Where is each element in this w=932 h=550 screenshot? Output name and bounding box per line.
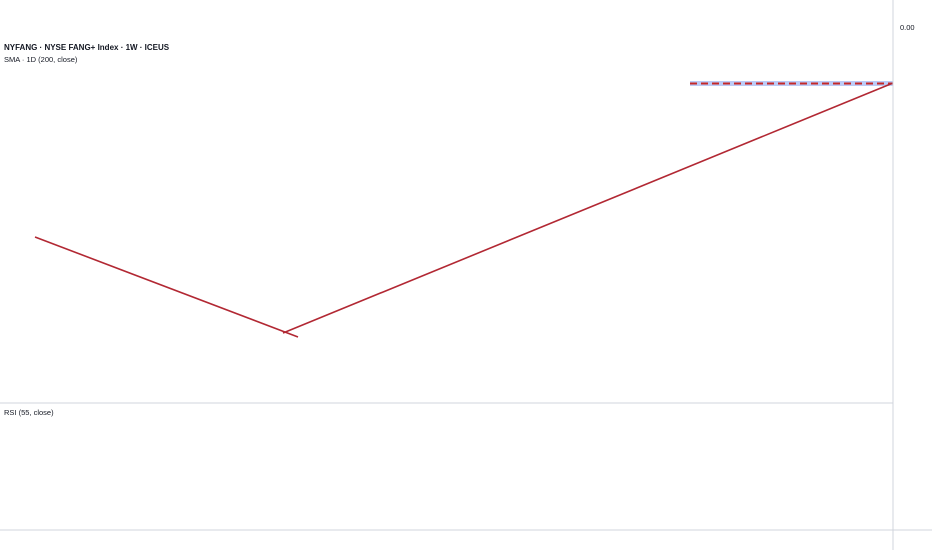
overlay-legend: SMA · 1D (200, close) bbox=[4, 55, 78, 64]
trend-line bbox=[34, 236, 299, 338]
drawings bbox=[34, 81, 894, 338]
rsi-legend: RSI (55, close) bbox=[4, 408, 54, 417]
chart-title: NYFANG · NYSE FANG+ Index · 1W · ICEUS bbox=[4, 43, 170, 52]
top-scale-label: 0.00 bbox=[900, 23, 915, 32]
trend-line bbox=[282, 82, 894, 334]
